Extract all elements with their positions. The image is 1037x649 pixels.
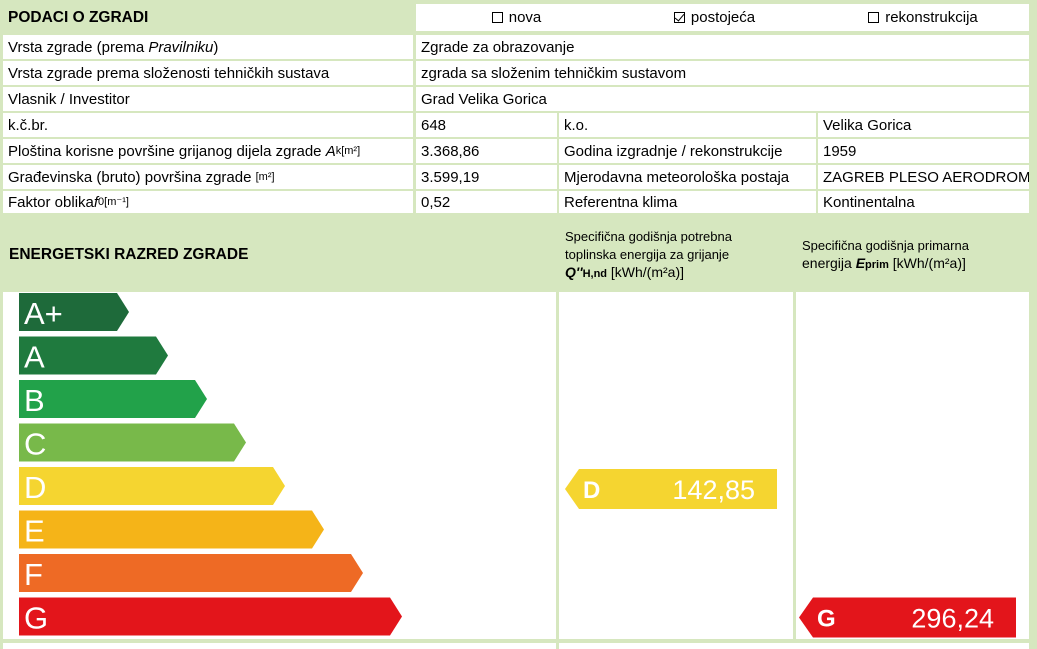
class-arrow-a: A: [19, 336, 168, 375]
class-arrow-shape: [19, 423, 246, 462]
climate-value: Kontinentalna: [818, 191, 1029, 213]
class-arrow-label: F: [24, 557, 43, 592]
primary-energy-panel: [796, 292, 1029, 639]
primary-energy-pointer-shape: [799, 597, 1016, 638]
class-arrow-b: B: [19, 380, 207, 418]
usable-area-value: 3.368,86: [416, 139, 557, 163]
owner-label: Vlasnik / Investitor: [3, 87, 413, 111]
heating-energy-panel: [559, 292, 793, 639]
climate-label: Referentna klima: [559, 191, 816, 213]
class-arrow-shape: [19, 597, 402, 636]
building-type-value: Zgrade za obrazovanje: [416, 35, 1029, 59]
option-postojeca[interactable]: postojeća: [612, 4, 812, 31]
weather-station-value: ZAGREB PLESO AERODROM: [818, 165, 1029, 189]
parcel-value: 648: [416, 113, 557, 137]
parcel-label: k.č.br.: [3, 113, 413, 137]
class-arrow-label: G: [24, 601, 48, 636]
class-arrow-e: E: [19, 510, 324, 549]
year-value: 1959: [818, 139, 1029, 163]
option-nova-label: nova: [508, 9, 542, 26]
gross-area-value: 3.599,19: [416, 165, 557, 189]
class-arrow-f: F: [19, 554, 363, 592]
shape-factor-value: 0,52: [416, 191, 557, 213]
owner-value: Grad Velika Gorica: [416, 87, 1029, 111]
usable-area-label: Ploština korisne površine grijanog dijel…: [3, 139, 413, 163]
class-arrow-shape: [19, 554, 363, 592]
class-arrow-label: A: [24, 340, 45, 375]
class-arrow-shape: [19, 336, 168, 375]
cadastral-value: Velika Gorica: [818, 113, 1029, 137]
class-arrow-shape: [19, 510, 324, 549]
checkbox-postojeca[interactable]: [673, 12, 685, 23]
class-arrow-c: C: [19, 423, 246, 462]
primary-energy-pointer: G 296,24: [799, 597, 1016, 638]
bottom-strip-left: [3, 643, 556, 649]
primary-energy-pointer-value: 296,24: [911, 604, 994, 634]
option-rekonstrukcija-label: rekonstrukcija: [885, 9, 978, 26]
class-arrow-label: E: [24, 514, 45, 549]
option-postojeca-label: postojeća: [690, 9, 756, 26]
heating-energy-pointer-shape: [565, 469, 777, 509]
year-label: Godina izgradnje / rekonstrukcije: [559, 139, 816, 163]
heating-energy-header: Specifična godišnja potrebna toplinska e…: [559, 220, 793, 290]
class-arrow-label: C: [24, 427, 46, 462]
energy-class-title: ENERGETSKI RAZRED ZGRADE: [3, 220, 556, 290]
heating-energy-pointer-value: 142,85: [672, 475, 755, 505]
complexity-value: zgrada sa složenim tehničkim sustavom: [416, 61, 1029, 85]
building-type-label: Vrsta zgrade (prema Pravilniku): [3, 35, 413, 59]
class-arrow-label: B: [24, 383, 45, 418]
class-arrow-label: D: [24, 470, 46, 505]
checkbox-nova[interactable]: [491, 12, 503, 23]
class-arrow-shape: [19, 293, 129, 331]
weather-station-label: Mjerodavna meteorološka postaja: [559, 165, 816, 189]
complexity-label: Vrsta zgrade prema složenosti tehničkih …: [3, 61, 413, 85]
bottom-strip-right: [559, 643, 1029, 649]
gross-area-label: Građevinska (bruto) površina zgrade [m²]: [3, 165, 413, 189]
section-title: PODACI O ZGRADI: [3, 4, 413, 31]
class-arrow-a-plus: A+: [19, 293, 129, 331]
primary-energy-pointer-class: G: [817, 606, 836, 633]
class-arrow-shape: [19, 467, 285, 505]
cadastral-label: k.o.: [559, 113, 816, 137]
class-arrow-shape: [19, 380, 207, 418]
class-arrow-d: D: [19, 467, 285, 505]
heating-energy-pointer: D 142,85: [565, 469, 777, 509]
option-rekonstrukcija[interactable]: rekonstrukcija: [812, 4, 1029, 31]
option-nova[interactable]: nova: [416, 4, 612, 31]
class-arrow-g: G: [19, 597, 402, 636]
heating-energy-pointer-class: D: [583, 477, 600, 504]
checkbox-rekonstrukcija[interactable]: [868, 12, 880, 23]
class-arrow-label: A+: [24, 296, 63, 331]
primary-energy-header: Specifična godišnja primarna energija Ep…: [796, 220, 1029, 290]
